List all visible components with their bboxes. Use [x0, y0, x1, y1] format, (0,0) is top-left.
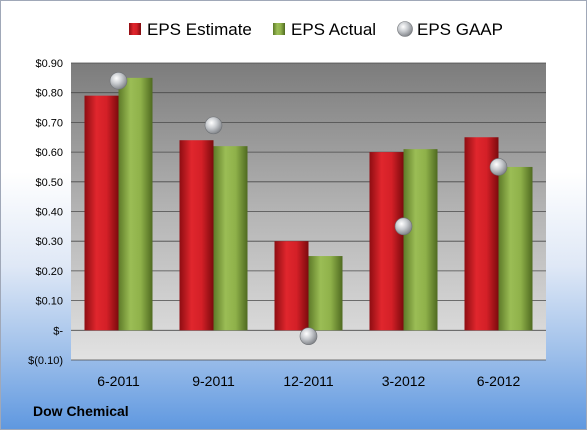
x-category-label: 12-2011 [283, 373, 334, 389]
x-category-label: 6-2012 [477, 373, 521, 389]
y-tick-label: $0.50 [35, 177, 63, 189]
bar-eps-estimate [179, 140, 214, 331]
x-category-label: 3-2012 [382, 373, 426, 389]
legend-swatch [397, 21, 413, 37]
y-axis-ticks: $(0.10) $- $0.10 $0.20 $0.30 $0.40 $0.50 $0.60 $… [28, 58, 63, 367]
gaap-point [204, 116, 223, 135]
bar-eps-actual [213, 146, 248, 331]
bar-eps-estimate [369, 152, 404, 331]
y-tick-label: $0.80 [35, 88, 63, 100]
gaap-point [394, 217, 413, 236]
bar-eps-estimate [84, 95, 119, 331]
y-tick-label: $0.60 [35, 147, 63, 159]
legend-label: EPS GAAP [417, 20, 503, 39]
legend-swatch [273, 23, 285, 35]
bar-eps-actual [498, 166, 533, 331]
company-name: Dow Chemical [33, 403, 129, 419]
y-tick-label: $0.20 [35, 266, 63, 278]
y-tick-label: $0.70 [35, 117, 63, 129]
y-tick-label: $0.30 [35, 236, 63, 248]
y-tick-label: $(0.10) [28, 355, 63, 367]
y-tick-label: $0.40 [35, 207, 63, 219]
legend-label: EPS Estimate [147, 20, 252, 39]
x-category-label: 9-2011 [192, 373, 235, 389]
y-tick-label: $0.90 [35, 58, 63, 70]
bar-eps-actual [308, 256, 343, 331]
bar-eps-actual [403, 149, 438, 331]
bar-eps-actual [118, 77, 153, 331]
bar-eps-estimate [274, 241, 309, 331]
gaap-points [109, 72, 508, 346]
gaap-point [299, 327, 318, 346]
gaap-point [109, 72, 128, 90]
x-axis-labels: 6-2011 9-2011 12-2011 3-2012 6-2012 [97, 373, 520, 389]
legend-label: EPS Actual [291, 20, 376, 39]
y-tick-label: $- [53, 325, 63, 337]
legend: EPS Estimate EPS Actual EPS GAAP [129, 20, 503, 39]
legend-swatch [129, 23, 141, 35]
y-tick-label: $0.10 [35, 296, 63, 308]
gaap-point [489, 158, 508, 176]
bars [84, 77, 533, 331]
x-category-label: 6-2011 [97, 373, 140, 389]
